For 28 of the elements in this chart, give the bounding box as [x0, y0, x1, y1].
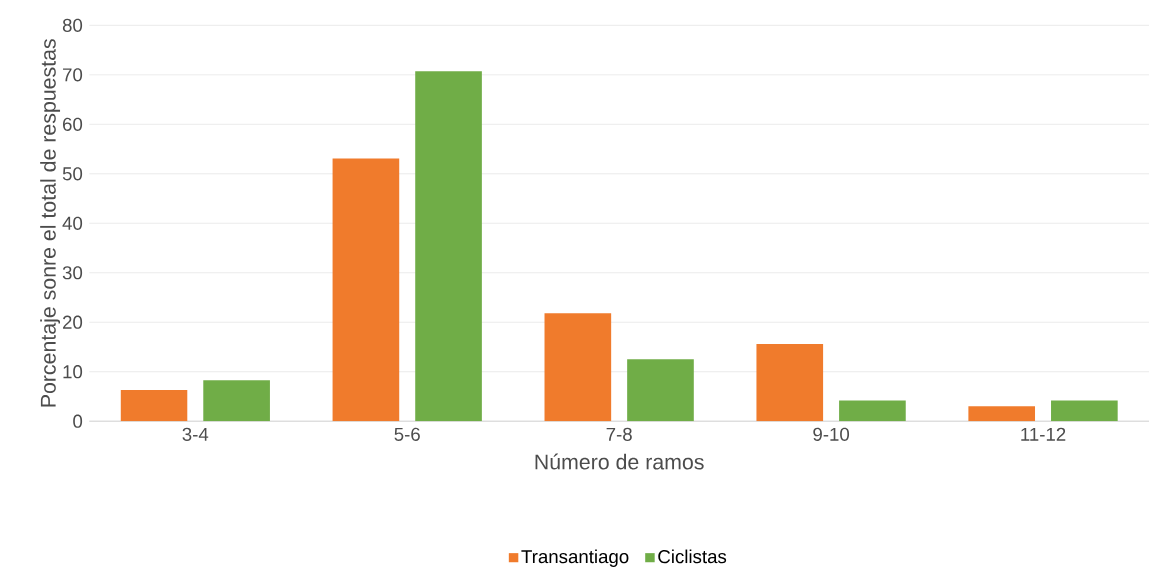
x-tick-label: 5-6	[394, 427, 420, 441]
x-tick-label: 3-4	[182, 427, 209, 441]
legend-label: Transantiago	[521, 549, 629, 567]
bar	[203, 380, 270, 422]
y-tick-label: 80	[62, 18, 83, 33]
bar	[415, 71, 482, 422]
y-tick-label: 10	[63, 365, 83, 379]
x-tick-label: 11-12	[1021, 427, 1066, 441]
y-tick-label: 70	[63, 68, 83, 82]
y-tick-label: 40	[62, 216, 83, 230]
bar	[839, 400, 906, 422]
bar	[756, 344, 824, 422]
x-tick-label: 9-10	[813, 427, 850, 441]
legend-label: Ciclistas	[658, 549, 727, 564]
bar	[544, 313, 612, 422]
bar	[332, 158, 400, 422]
x-axis-title: Número de ramos	[535, 453, 704, 470]
bar	[627, 359, 694, 422]
y-tick-label: 0	[73, 414, 83, 428]
bar	[1051, 400, 1118, 422]
bar	[968, 406, 1036, 422]
y-tick-label: 60	[63, 117, 83, 131]
y-tick-label: 30	[62, 266, 83, 280]
bar	[120, 390, 188, 422]
y-tick-label: 50	[62, 167, 83, 181]
x-tick-label: 7-8	[606, 427, 632, 441]
y-tick-label: 20	[63, 315, 83, 329]
y-axis-title: Porcentaje sonre el total de respuestas	[40, 39, 61, 407]
